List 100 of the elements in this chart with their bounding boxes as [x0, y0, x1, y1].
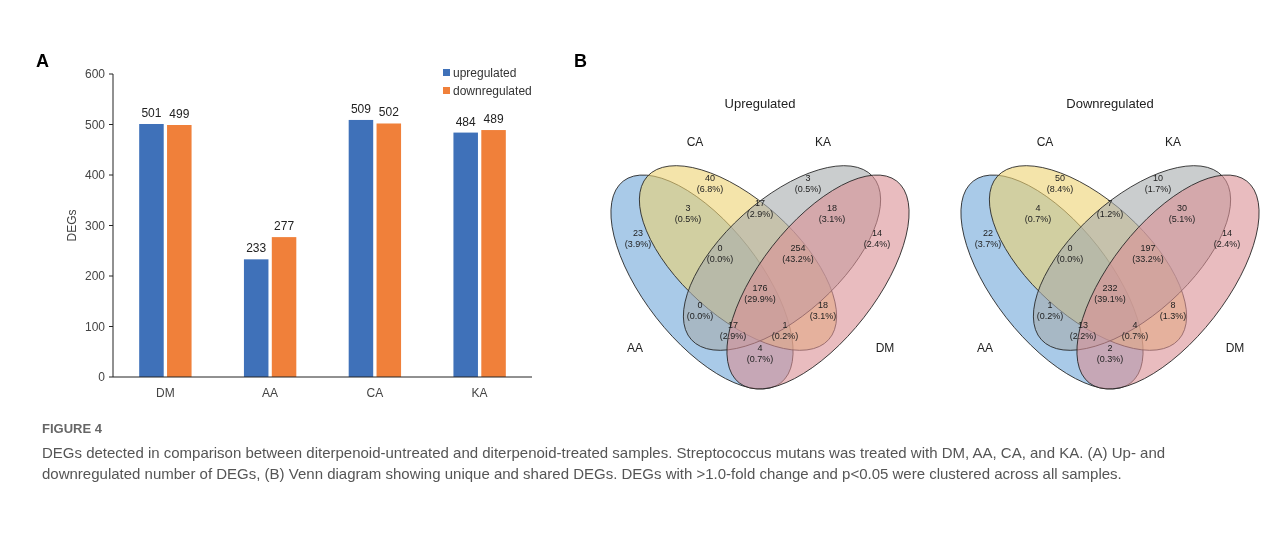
text: Upregulated	[724, 96, 796, 111]
text: DEGs detected in comparison between diterpenoid-untreated and diterpenoid-treated samples. Streptococcus mutans was treated with DM, AA, CA, and KA. (A) Up- and downregulated number of DEGs, (B) Venn diagram showing unique and shared DEGs. DEGs with >1.0-fold change and p<0.05 were clustered across all samples.	[42, 444, 1166, 482]
text: DM	[875, 341, 895, 355]
x-tick-label: AA	[262, 386, 279, 400]
category-label: (0.7%)	[1121, 331, 1149, 341]
data-label: 18	[817, 300, 829, 310]
legend-label: upregulated	[453, 66, 517, 81]
data-label: 0	[697, 300, 703, 310]
data-label: 509	[350, 101, 372, 116]
data-label: 484	[455, 114, 477, 129]
category-label: (0.2%)	[1036, 311, 1064, 321]
category-label: (0.5%)	[674, 214, 702, 224]
bar	[243, 259, 269, 377]
data-label: 10	[1152, 173, 1164, 183]
bar	[481, 130, 506, 377]
category-label: (2.9%)	[746, 209, 774, 219]
category-label: (43.2%)	[782, 254, 814, 264]
bar	[139, 124, 164, 377]
text: AA	[976, 341, 994, 355]
text: CA	[1036, 135, 1054, 149]
data-label: 23	[632, 228, 644, 238]
bar	[167, 125, 192, 377]
y-tick-label: 500	[84, 117, 106, 132]
data-label: 277	[274, 219, 295, 234]
data-label: 50	[1054, 173, 1066, 183]
data-label: 17	[727, 320, 739, 330]
data-label: 17	[754, 198, 766, 208]
category-label: (29.9%)	[744, 294, 776, 304]
data-label: 0	[717, 243, 723, 253]
category-label: (0.0%)	[706, 254, 734, 264]
text: KA	[1164, 135, 1182, 149]
text: DM	[1225, 341, 1245, 355]
data-label: 14	[1221, 228, 1233, 238]
y-tick-label: 200	[84, 269, 106, 284]
text: B	[574, 51, 587, 71]
data-label: 502	[378, 105, 400, 120]
y-axis-title: DEGs	[65, 209, 79, 242]
category-label: (2.4%)	[1213, 239, 1241, 249]
category-label: (1.3%)	[1159, 311, 1187, 321]
category-label: (5.1%)	[1168, 214, 1196, 224]
bar	[376, 123, 402, 377]
category-label: (0.0%)	[686, 311, 714, 321]
category-label: (0.7%)	[1024, 214, 1052, 224]
x-tick-label: DM	[156, 386, 175, 400]
category-label: (2.2%)	[1069, 331, 1097, 341]
data-label: 4	[1132, 320, 1138, 330]
data-label: 30	[1176, 203, 1188, 213]
x-tick-label: CA	[366, 386, 384, 400]
category-label: (0.3%)	[1096, 354, 1124, 364]
category-label: (3.9%)	[624, 239, 652, 249]
y-tick-label: 0	[98, 370, 106, 385]
category-label: (0.0%)	[1056, 254, 1084, 264]
category-label: (0.5%)	[794, 184, 822, 194]
y-tick-label: 600	[84, 67, 106, 82]
data-label: 197	[1140, 243, 1156, 253]
y-tick-label: 300	[84, 218, 106, 233]
category-label: (0.2%)	[771, 331, 799, 341]
text: Downregulated	[1066, 96, 1154, 111]
category-label: (3.7%)	[974, 239, 1002, 249]
text: A	[36, 51, 49, 71]
bar	[348, 119, 374, 377]
legend-label: downregulated	[453, 84, 532, 99]
data-label: 18	[826, 203, 838, 213]
category-label: (1.2%)	[1096, 209, 1124, 219]
data-label: 3	[685, 203, 691, 213]
category-label: (6.8%)	[696, 184, 724, 194]
data-label: 4	[757, 343, 763, 353]
data-label: 1	[782, 320, 788, 330]
data-label: 40	[704, 173, 716, 183]
category-label: (2.9%)	[719, 331, 747, 341]
data-label: 22	[982, 228, 994, 238]
category-label: (1.7%)	[1144, 184, 1172, 194]
category-label: (3.1%)	[818, 214, 846, 224]
category-label: (33.2%)	[1132, 254, 1164, 264]
data-label: 8	[1170, 300, 1176, 310]
x-tick-label: KA	[471, 386, 488, 400]
data-label: 0	[1067, 243, 1073, 253]
data-label: 489	[483, 112, 504, 127]
y-tick-label: 400	[84, 168, 106, 183]
text: AA	[626, 341, 644, 355]
bar	[271, 237, 297, 377]
text: CA	[686, 135, 704, 149]
data-label: 2	[1107, 343, 1113, 353]
category-label: (3.1%)	[809, 311, 837, 321]
caption: FIGURE 4	[42, 421, 103, 436]
data-label: 13	[1077, 320, 1089, 330]
data-label: 14	[871, 228, 883, 238]
data-label: 7	[1107, 198, 1113, 208]
data-label: 501	[141, 106, 162, 120]
data-label: 4	[1035, 203, 1041, 213]
category-label: (39.1%)	[1094, 294, 1126, 304]
y-tick-label: 100	[84, 319, 106, 334]
data-label: 233	[246, 241, 267, 256]
bar	[453, 132, 478, 377]
data-label: 1	[1047, 300, 1053, 310]
data-label: 232	[1102, 283, 1118, 293]
data-label: 499	[169, 107, 190, 121]
category-label: (0.7%)	[746, 354, 774, 364]
text: KA	[814, 135, 832, 149]
category-label: (8.4%)	[1046, 184, 1074, 194]
